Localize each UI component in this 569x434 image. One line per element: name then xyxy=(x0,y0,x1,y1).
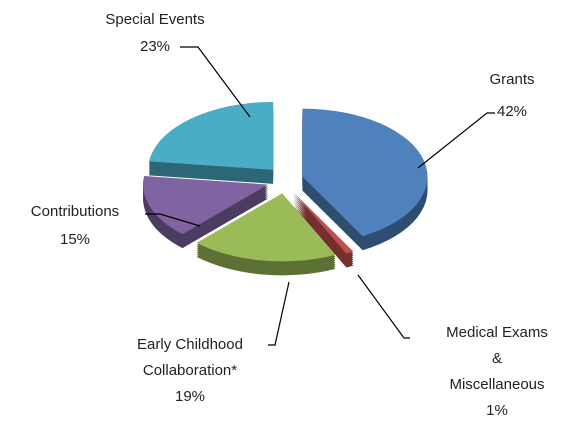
label-line: Special Events xyxy=(105,11,204,28)
leader-line xyxy=(268,281,290,346)
leader-line xyxy=(180,46,251,118)
slice-top xyxy=(293,192,354,254)
leader-line xyxy=(357,274,410,339)
leader-line xyxy=(417,112,495,169)
label-line: Grants xyxy=(489,71,534,88)
value-label: 19% xyxy=(175,388,205,405)
value-label: 42% xyxy=(497,103,527,120)
label-line: Contributions xyxy=(31,203,119,220)
slice-top xyxy=(302,108,428,237)
slice xyxy=(143,176,269,249)
value-label: 15% xyxy=(60,231,90,248)
data-label: Grants 42% xyxy=(489,71,534,120)
value-label: 23% xyxy=(140,38,170,55)
label-line: Miscellaneous xyxy=(449,376,544,393)
data-label: Contributions 15% xyxy=(31,203,119,248)
slice-top xyxy=(149,101,274,170)
slice-top xyxy=(196,193,336,262)
slice xyxy=(149,101,274,184)
leader-line xyxy=(145,213,201,227)
slice-top xyxy=(143,176,269,235)
data-label: Early Childhood Collaboration* 19% xyxy=(137,336,243,405)
data-label: Special Events 23% xyxy=(105,11,204,55)
label-line: Collaboration* xyxy=(143,362,237,379)
slice xyxy=(196,193,336,276)
slice xyxy=(302,108,428,251)
slice xyxy=(293,192,354,268)
label-line: Early Childhood xyxy=(137,336,243,353)
label-line: & xyxy=(492,350,502,367)
label-line: Medical Exams xyxy=(446,324,548,341)
data-label: Medical Exams & Miscellaneous 1% xyxy=(446,324,548,419)
value-label: 1% xyxy=(486,402,508,419)
